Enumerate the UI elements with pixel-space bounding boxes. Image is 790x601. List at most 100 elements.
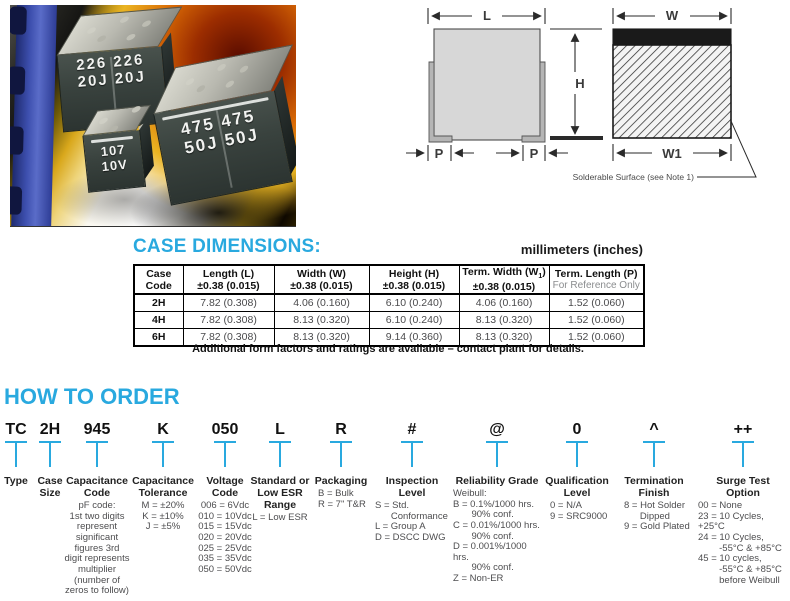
cell-case-code: 4H [133,311,184,330]
capacitor-front-face: 107 10V [82,130,147,193]
order-col-header: Packaging [314,475,368,487]
dim-label-P-left: P [435,146,444,161]
case-dimension-diagram: L H P P W W1 Solderable Surface (see Not… [406,8,757,182]
order-col-termination-finish: ^ Termination Finish 8 = Hot Solder Dipp… [610,420,698,533]
order-connector [643,441,665,467]
order-col-header: Type [4,475,28,487]
table-footnote: Additional form factors and ratings are … [192,343,584,355]
col-header-length: Length (L) ±0.38 (0.015) [182,264,275,296]
order-code-segment: TC [5,421,27,438]
order-col-values: 8 = Hot Solder Dipped 9 = Gold Plated [624,500,690,533]
order-col-capacitance-tolerance: K Capacitance Tolerance M = ±20% K = ±10… [125,420,201,533]
order-col-esr-range: L Standard or Low ESR Range L = Low ESR [243,420,317,524]
capacitor-475: 475 475 50J 50J [145,44,296,206]
order-connector [86,441,108,467]
order-col-values: 006 = 6Vdc 010 = 10Vdc 015 = 15Vdc 020 =… [198,500,252,575]
dim-label-L: L [483,8,491,23]
product-photo: 226 226 20J 20J 107 10V 475 475 50J 50J [10,5,296,227]
order-col-header: Capacitance Code [66,475,128,500]
cell-term-length: 1.52 (0.060) [548,328,645,347]
cell-height: 6.10 (0.240) [368,311,460,330]
order-col-surge-test-option: ++ Surge Test Option 00 = None 23 = 10 C… [696,420,790,586]
col-header-term-width: Term. Width (W1) ±0.38 (0.015) [458,264,550,296]
order-col-values: pF code: 1st two digits represent signif… [64,500,130,597]
strip-bump [10,186,23,215]
col-header-case-code: Case Code [133,264,184,296]
order-connector [269,441,291,467]
cell-width: 8.13 (0.320) [273,311,370,330]
capacitor-107: 107 10V [80,104,154,193]
order-col-values: L = Low ESR [252,512,308,524]
side-view [406,8,603,161]
order-col-header: Surge Test Option [716,475,770,500]
end-view [612,8,757,178]
pcb-edge-strip [10,5,58,226]
order-col-inspection-level: # Inspection Level S = Std. Conformance … [371,420,453,544]
cell-length: 7.82 (0.308) [182,293,275,313]
order-connector [486,441,508,467]
order-col-header: Reliability Grade [455,475,539,487]
order-connector [732,441,754,467]
order-col-values: Weibull: B = 0.1%/1000 hrs. 90% conf. C … [453,488,540,585]
table-row: 2H 7.82 (0.308) 4.06 (0.160) 6.10 (0.240… [133,293,645,313]
order-col-header: Voltage Code [206,475,244,500]
dim-label-P-right: P [530,146,539,161]
note-leader-line [697,120,757,178]
terminal-left [428,61,453,143]
terminal-right [521,61,546,143]
col-header-height: Height (H) ±0.38 (0.015) [368,264,460,296]
order-col-header: Case Size [37,475,63,500]
order-connector [330,441,352,467]
order-code-segment: K [157,421,169,438]
order-col-header: Termination Finish [624,475,684,500]
how-to-order-title: HOW TO ORDER [4,384,180,409]
cell-term-width: 4.06 (0.160) [458,293,550,313]
strip-bump [10,66,26,95]
order-code-segment: 2H [39,421,61,438]
order-connector [39,441,61,467]
strip-bump [10,126,24,155]
cell-height: 9.14 (0.360) [368,328,460,347]
order-code-segment: 945 [83,421,111,438]
col-header-width: Width (W) ±0.38 (0.015) [273,264,370,296]
order-col-header: Qualification Level [545,475,609,500]
units-label: millimeters (inches) [520,242,643,257]
order-col-voltage-code: 050 Voltage Code 006 = 6Vdc 010 = 10Vdc … [190,420,260,576]
order-code-segment: ++ [733,421,753,438]
order-col-header: Standard or Low ESR Range [250,475,310,512]
table-row: 4H 7.82 (0.308) 8.13 (0.320) 6.10 (0.240… [133,311,645,330]
cell-length: 7.82 (0.308) [182,328,275,347]
cell-height: 6.10 (0.240) [368,293,460,313]
cell-term-width: 8.13 (0.320) [458,328,550,347]
order-col-values: 0 = N/A 9 = SRC9000 [550,500,608,522]
dim-label-H: H [575,76,584,91]
order-col-case-size: 2H Case Size [28,420,72,501]
order-col-reliability-grade: @ Reliability Grade Weibull: B = 0.1%/10… [449,420,545,585]
order-col-values: 00 = None 23 = 10 Cycles, +25°C 24 = 10 … [698,500,782,586]
anode-band [612,28,732,46]
order-code-segment: 0 [572,421,582,438]
dim-label-W: W [666,8,679,23]
order-col-values: S = Std. Conformance L = Group A D = DSC… [375,500,448,543]
order-connector [214,441,236,467]
cell-case-code: 2H [133,293,184,313]
solderable-surface [612,44,732,139]
order-col-packaging: R Packaging B = Bulk R = 7" T&R [307,420,375,510]
order-connector [566,441,588,467]
order-connector [401,441,423,467]
order-connector [152,441,174,467]
cell-length: 7.82 (0.308) [182,311,275,330]
order-col-qualification-level: 0 Qualification Level 0 = N/A 9 = SRC900… [540,420,614,522]
cell-width: 4.06 (0.160) [273,293,370,313]
order-code-segment: @ [489,421,505,438]
order-col-capacitance-code: 945 Capacitance Code pF code: 1st two di… [57,420,137,597]
order-col-values: M = ±20% K = ±10% J = ±5% [141,500,185,533]
order-code-segment: ^ [649,421,659,438]
order-code-segment: 050 [211,421,239,438]
order-col-header: Capacitance Tolerance [132,475,194,500]
cell-term-length: 1.52 (0.060) [548,293,645,313]
order-code-segment: # [407,421,417,438]
order-col-header: Inspection Level [385,475,439,500]
order-connector [5,441,27,467]
table-row: 6H 7.82 (0.308) 8.13 (0.320) 9.14 (0.360… [133,328,645,347]
